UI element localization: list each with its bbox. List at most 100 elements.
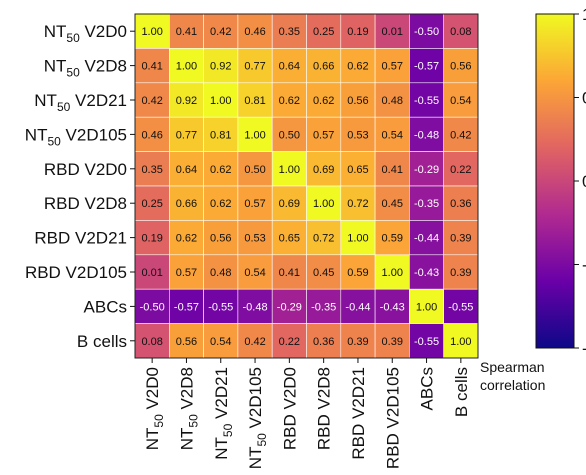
heatmap-cell xyxy=(169,151,204,187)
cell-value-label: 0.57 xyxy=(244,198,265,210)
heatmap-cell xyxy=(271,323,307,359)
heatmap-cells: 1.00 0.41 0.42 0.46 0.35 0.25 0.19 0.01 -0.50 0.0… xyxy=(134,13,479,359)
colorbar-title: correlation xyxy=(480,377,545,393)
cell-value-label: -0.50 xyxy=(414,26,439,38)
row-labels: NT50 V2D0 NT50 V2D8 NT50 V2D21 NT50 V2D105 R… xyxy=(25,22,135,351)
heatmap-cell xyxy=(340,82,376,118)
colorbar: 1.0 0.5 0 -0.5 -1.0 Spearman correlation xyxy=(480,5,586,393)
heatmap-cell xyxy=(409,151,444,187)
cell-value-label: 0.62 xyxy=(210,164,231,176)
cell-value-label: -0.48 xyxy=(414,129,439,141)
cell-value-label: 1.00 xyxy=(141,26,162,38)
heatmap-cell xyxy=(306,185,342,221)
colorbar-tick-label: 0.5 xyxy=(582,89,586,108)
heatmap-cell xyxy=(237,254,273,290)
heatmap-cell xyxy=(409,220,444,256)
cell-value-label: 0.01 xyxy=(141,267,162,279)
cell-value-label: -0.48 xyxy=(243,301,268,313)
cell-value-label: 0.46 xyxy=(141,129,162,141)
heatmap-cell xyxy=(237,288,273,324)
cell-value-label: 0.62 xyxy=(313,95,334,107)
cell-value-label: 1.00 xyxy=(244,129,265,141)
cell-value-label: 0.50 xyxy=(279,129,300,141)
heatmap-cell xyxy=(374,323,410,359)
heatmap-cell xyxy=(409,254,444,290)
cell-value-label: 0.62 xyxy=(176,233,197,245)
heatmap-cell xyxy=(409,48,444,84)
cell-value-label: 0.42 xyxy=(244,336,265,348)
heatmap-cell xyxy=(134,82,170,118)
cell-value-label: 0.08 xyxy=(141,336,162,348)
heatmap-cell xyxy=(203,82,239,118)
heatmap-cell xyxy=(340,220,376,256)
heatmap-cell xyxy=(169,288,204,324)
column-label: NT50 V2D8 xyxy=(177,367,200,450)
cell-value-label: 1.00 xyxy=(279,164,300,176)
cell-value-label: 0.54 xyxy=(210,336,231,348)
heatmap-cell xyxy=(203,151,239,187)
row-label: RBD V2D21 xyxy=(34,229,127,248)
cell-value-label: 0.19 xyxy=(347,26,368,38)
heatmap-cell xyxy=(134,116,170,152)
heatmap-cell xyxy=(203,288,239,324)
cell-value-label: 0.54 xyxy=(382,129,403,141)
cell-value-label: 0.92 xyxy=(176,95,197,107)
cell-value-label: 0.64 xyxy=(279,61,300,73)
cell-value-label: 0.39 xyxy=(450,267,471,279)
cell-value-label: 0.42 xyxy=(450,129,471,141)
cell-value-label: 1.00 xyxy=(416,301,437,313)
heatmap-cell xyxy=(169,48,204,84)
cell-value-label: 0.69 xyxy=(313,164,334,176)
cell-value-label: 0.50 xyxy=(244,164,265,176)
heatmap-cell xyxy=(169,13,204,49)
colorbar-tick-label: 0 xyxy=(582,172,586,191)
cell-value-label: 0.35 xyxy=(141,164,162,176)
cell-value-label: -0.50 xyxy=(140,301,165,313)
cell-value-label: 0.77 xyxy=(244,61,265,73)
row-label: NT50 V2D105 xyxy=(25,125,127,148)
heatmap-cell xyxy=(203,185,239,221)
heatmap-cell xyxy=(374,151,410,187)
cell-value-label: 0.22 xyxy=(450,164,471,176)
column-label: NT50 V2D21 xyxy=(212,367,235,460)
cell-value-label: 0.36 xyxy=(450,198,471,210)
column-label: NT50 V2D0 xyxy=(143,367,166,450)
cell-value-label: 0.56 xyxy=(176,336,197,348)
cell-value-label: 0.45 xyxy=(382,198,403,210)
row-label: RBD V2D8 xyxy=(44,194,127,213)
cell-value-label: 0.01 xyxy=(382,26,403,38)
cell-value-label: 0.39 xyxy=(450,233,471,245)
heatmap-cell xyxy=(374,254,410,290)
cell-value-label: 0.08 xyxy=(450,26,471,38)
cell-value-label: 0.65 xyxy=(279,233,300,245)
cell-value-label: 1.00 xyxy=(450,336,471,348)
heatmap-cell xyxy=(306,48,342,84)
cell-value-label: 0.59 xyxy=(347,267,368,279)
heatmap-cell xyxy=(409,116,444,152)
cell-value-label: -0.57 xyxy=(414,61,439,73)
cell-value-label: 1.00 xyxy=(210,95,231,107)
cell-value-label: 0.41 xyxy=(141,61,162,73)
cell-value-label: -0.43 xyxy=(414,267,439,279)
heatmap-cell xyxy=(443,48,479,84)
heatmap-cell xyxy=(169,254,204,290)
cell-value-label: 0.56 xyxy=(450,61,471,73)
cell-value-label: -0.55 xyxy=(414,95,439,107)
cell-value-label: 1.00 xyxy=(313,198,334,210)
cell-value-label: -0.55 xyxy=(414,336,439,348)
cell-value-label: 0.54 xyxy=(244,267,265,279)
cell-value-label: 0.62 xyxy=(279,95,300,107)
column-label: B cells xyxy=(452,367,471,417)
heatmap-cell xyxy=(237,220,273,256)
heatmap-cell xyxy=(443,116,479,152)
cell-value-label: 0.64 xyxy=(176,164,197,176)
row-label: NT50 V2D21 xyxy=(34,91,127,114)
heatmap-cell xyxy=(409,288,444,324)
cell-value-label: 0.25 xyxy=(313,26,334,38)
cell-value-label: 0.46 xyxy=(244,26,265,38)
heatmap-cell xyxy=(134,323,170,359)
heatmap-cell xyxy=(271,82,307,118)
cell-value-label: -0.55 xyxy=(208,301,233,313)
column-label: NT50 V2D105 xyxy=(246,367,269,469)
cell-value-label: 0.81 xyxy=(244,95,265,107)
